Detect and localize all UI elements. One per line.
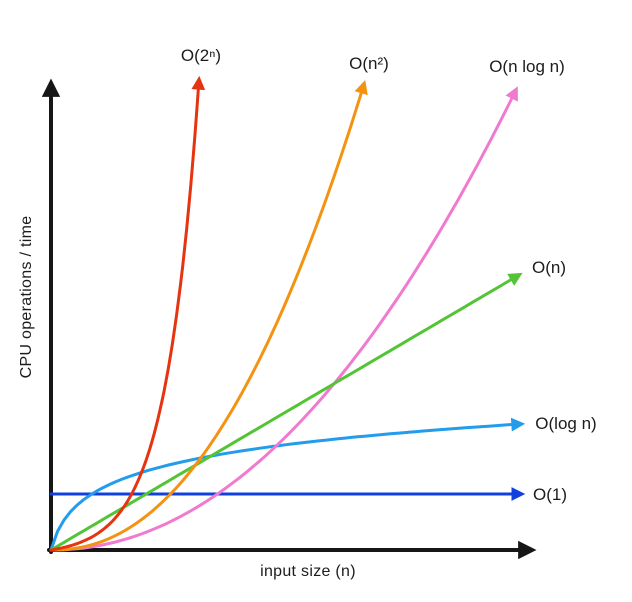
curve-linearithmic	[49, 86, 518, 552]
curve-logarithmic	[49, 417, 526, 552]
label-constant: O(1)	[533, 485, 567, 504]
label-exponential: O(2ⁿ)	[181, 46, 221, 65]
curve-linear	[49, 272, 523, 552]
curve-labels: O(2ⁿ) O(n²) O(n log n) O(n) O(log n) O(1…	[18, 46, 597, 580]
label-linearithmic: O(n log n)	[489, 57, 565, 76]
x-axis-label: input size (n)	[260, 563, 356, 580]
label-logarithmic: O(log n)	[535, 414, 596, 433]
label-quadratic: O(n²)	[349, 54, 389, 73]
axes	[41, 78, 537, 560]
label-linear: O(n)	[532, 258, 566, 277]
curve-quadratic	[49, 80, 368, 552]
curve-exponential	[49, 75, 206, 552]
complexity-curves	[49, 75, 526, 552]
y-axis-label: CPU operations / time	[18, 216, 35, 379]
